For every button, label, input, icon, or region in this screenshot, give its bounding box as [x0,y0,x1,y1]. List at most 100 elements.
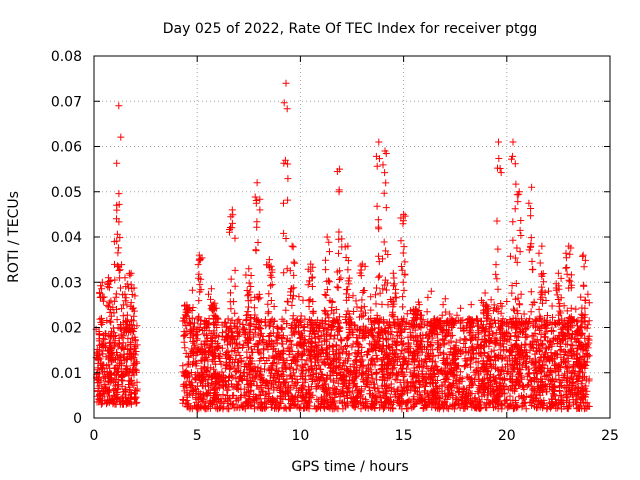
data-point [483,358,491,366]
data-point [439,301,447,309]
data-point [240,325,248,333]
data-point [317,374,325,382]
data-point [255,290,263,298]
data-point [250,333,258,341]
data-point [576,368,584,376]
data-point [308,344,316,352]
data-point [474,403,482,411]
data-point [128,390,135,398]
data-point [342,296,350,304]
data-point [195,388,203,396]
data-point [204,334,212,342]
data-point [421,375,429,383]
data-point [447,337,455,345]
data-point [294,398,302,406]
data-point [122,317,130,325]
data-point [459,316,467,324]
data-point [363,400,371,408]
data-point [431,370,439,378]
data-point [551,360,559,368]
data-point [399,317,407,325]
data-point [132,387,140,394]
data-point [314,403,322,411]
data-point [325,314,333,322]
data-point [373,354,381,362]
data-point [380,353,388,361]
data-point [511,364,519,372]
data-point [232,394,240,402]
data-point [269,399,276,406]
data-point [400,286,408,294]
data-point [490,404,497,412]
data-point [124,395,132,403]
data-point [416,315,424,323]
data-point [363,351,371,359]
data-point [323,233,331,241]
data-point [253,179,261,187]
data-point [299,375,307,383]
data-point [405,396,413,404]
data-point [429,346,437,354]
data-point [118,376,126,384]
data-point [133,322,141,330]
data-point [430,321,438,329]
data-point [391,351,399,359]
data-point [346,389,354,397]
data-point [512,280,520,287]
data-point [247,387,255,395]
data-point [317,331,325,339]
data-point [276,393,284,400]
data-point [519,328,527,336]
data-point [243,398,251,406]
data-point [452,364,460,371]
data-point [568,367,576,375]
data-point [496,375,504,383]
data-point [229,332,237,340]
data-point [401,258,409,266]
data-point [312,385,320,393]
data-point [472,358,480,366]
data-point [127,269,135,277]
data-point [369,332,377,340]
data-point [540,278,548,286]
data-point [332,391,340,398]
data-point [538,384,546,392]
data-point [424,389,432,397]
data-point [255,295,262,303]
data-point [527,308,535,316]
data-point [231,344,239,352]
data-point [401,400,409,408]
data-point [252,197,260,204]
data-point [373,369,381,377]
data-point [412,305,420,313]
data-point [251,373,259,381]
data-point [200,393,208,401]
data-point [391,393,399,401]
data-point [554,335,562,343]
data-point [440,402,448,410]
data-point [578,363,586,371]
data-point [457,317,465,325]
data-point [462,400,470,408]
data-point [526,398,534,406]
data-point [540,321,548,329]
data-point [516,356,524,364]
data-point [234,364,242,372]
data-point [318,341,326,349]
data-point [375,252,382,260]
data-point [284,298,292,306]
data-point [97,318,105,326]
data-point [98,285,106,293]
data-point [212,318,220,326]
data-point [399,278,407,286]
data-point [580,263,588,271]
data-point [195,313,203,321]
data-point [250,378,258,386]
grid-lines [94,56,610,418]
data-point [371,404,379,412]
data-point [355,366,363,374]
data-point [565,402,573,410]
data-point [128,334,136,342]
data-point [487,324,495,332]
data-point [300,323,308,331]
